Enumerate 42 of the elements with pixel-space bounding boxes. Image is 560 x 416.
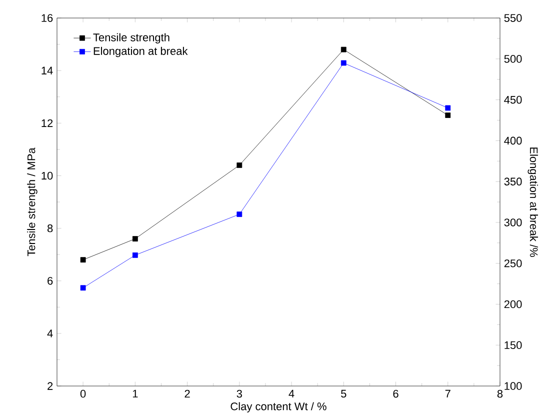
y2-tick-label: 200: [504, 300, 522, 308]
y2-tick-label: 300: [504, 218, 522, 226]
y2-tick-label: 100: [504, 382, 522, 390]
y-tick-label: 2: [48, 382, 53, 390]
x-tick-label: 6: [393, 390, 398, 398]
y-tick-label: 6: [48, 276, 53, 285]
legend-label: Tensile strength: [93, 33, 170, 44]
point: [236, 212, 242, 217]
x-tick-label: 3: [236, 390, 242, 398]
y-tick-label: 16: [42, 14, 53, 22]
point: [340, 60, 346, 66]
y2-tick-label: 400: [504, 136, 522, 145]
point: [445, 112, 451, 118]
y2-tick-label: 450: [504, 96, 522, 104]
legend-label: Elongation at break: [94, 46, 188, 58]
y2-axis-title: Elongation at break /%: [528, 148, 538, 257]
point: [236, 162, 242, 168]
point: [445, 105, 451, 111]
y2-tick-label: 250: [504, 259, 522, 268]
x-tick-label: 4: [288, 390, 294, 398]
x-tick-label: 8: [497, 390, 503, 398]
y-tick-label: 8: [47, 224, 53, 232]
y-tick-label: 12: [42, 119, 53, 127]
point: [340, 46, 346, 52]
y-tick-label: 10: [42, 172, 53, 180]
y2-tick-label: 550: [504, 14, 522, 22]
y-axis-title: Tensile strength / MPa: [27, 148, 38, 256]
point: [80, 257, 86, 263]
y2-tick-label: 150: [504, 341, 522, 350]
point: [80, 285, 86, 291]
point: [132, 252, 138, 258]
x-tick-label: 2: [184, 390, 190, 398]
x-axis-title: Clay content Wt / %: [230, 402, 326, 412]
x-tick-label: 0: [80, 390, 86, 398]
y2-tick-label: 500: [504, 55, 522, 63]
point: [132, 236, 138, 242]
x-tick-label: 7: [445, 390, 450, 398]
y-tick-label: 14: [42, 66, 53, 74]
y2-tick-label: 350: [504, 178, 522, 186]
x-tick-label: 5: [341, 390, 346, 398]
y-tick-label: 4: [47, 330, 53, 338]
x-tick-label: 1: [132, 390, 138, 398]
